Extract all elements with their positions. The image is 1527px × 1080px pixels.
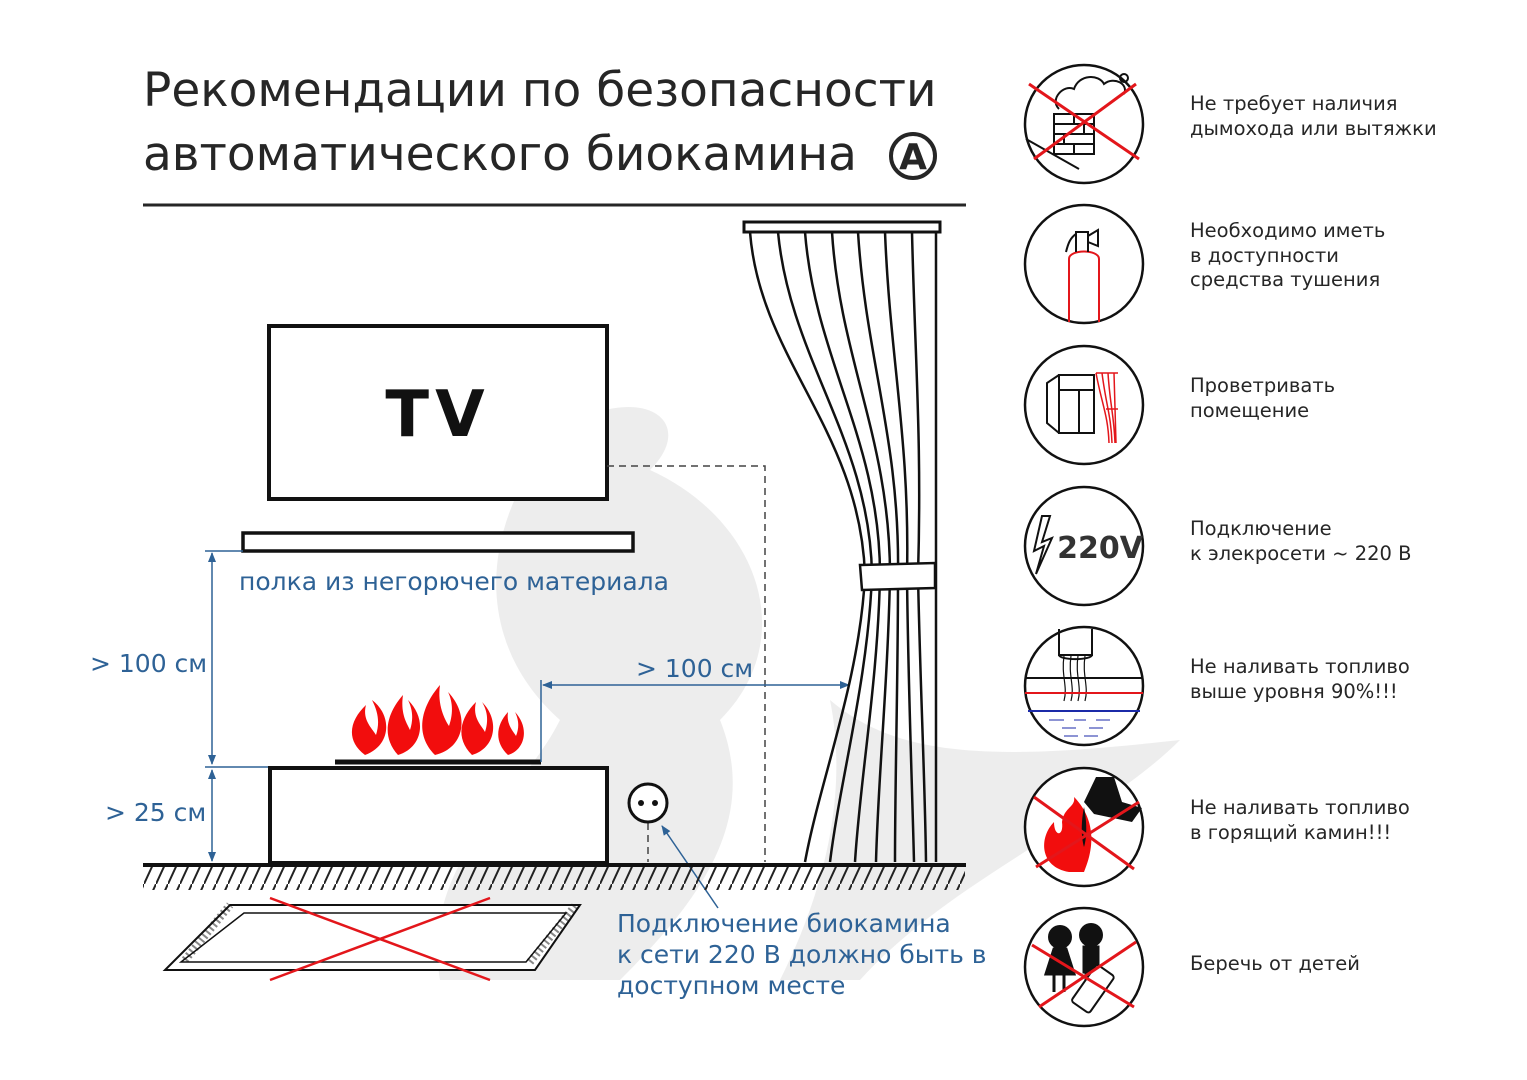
no-chimney-icon xyxy=(1023,63,1145,185)
vertical-dimensions xyxy=(205,550,270,862)
tv-label: TV xyxy=(385,378,490,452)
title-line-1: Рекомендации по безопасности xyxy=(143,63,937,118)
rec-6-line-2: в горящий камин!!! xyxy=(1190,821,1391,844)
rec-3-line-2: помещение xyxy=(1190,399,1309,422)
height-fireplace-label: > 25 см xyxy=(105,798,206,827)
rug-prohibited-icon xyxy=(162,896,582,982)
socket-note-line-2: к сети 220 В должно быть в xyxy=(617,940,987,969)
voltage-text: 220V xyxy=(1057,531,1144,566)
curtain xyxy=(742,220,942,863)
flame-icon xyxy=(351,685,524,755)
floor-hatching xyxy=(143,866,965,890)
shelf-label: полка из негорючего материала xyxy=(239,567,669,596)
tv xyxy=(267,324,609,501)
title-line-2: автоматического биокамина xyxy=(143,127,857,182)
rec-1-line-1: Не требует наличия xyxy=(1190,92,1397,115)
power-220v-icon: 220V xyxy=(1023,485,1145,607)
rec-3-line-1: Проветривать xyxy=(1190,374,1335,397)
badge-letter: A xyxy=(899,137,927,178)
rec-2-line-2: в доступности xyxy=(1190,244,1339,267)
no-fuel-while-burning-icon xyxy=(1023,766,1145,888)
window-ventilation-icon xyxy=(1023,344,1145,466)
socket-note-line-1: Подключение биокамина xyxy=(617,909,951,938)
height-above-label: > 100 см xyxy=(90,649,207,678)
fire-extinguisher-icon xyxy=(1023,203,1145,325)
rec-2-line-3: средства тушения xyxy=(1190,268,1380,291)
distance-label: > 100 см xyxy=(636,654,753,683)
rec-5-line-2: выше уровня 90%!!! xyxy=(1190,680,1398,703)
rec-4-line-1: Подключение xyxy=(1190,517,1332,540)
rec-7-line-1: Беречь от детей xyxy=(1190,952,1360,975)
biofireplace xyxy=(268,766,609,865)
power-socket-icon xyxy=(627,782,669,824)
badge-circle xyxy=(889,132,937,180)
rec-6-line-1: Не наливать топливо xyxy=(1190,796,1410,819)
fuel-level-icon xyxy=(1023,625,1145,747)
rec-2-line-1: Необходимо иметь xyxy=(1190,219,1385,242)
rec-4-line-2: к элекросети ~ 220 В xyxy=(1190,542,1412,565)
rec-5-line-1: Не наливать топливо xyxy=(1190,655,1410,678)
recommendation-texts: Не требует наличия дымохода или вытяжки … xyxy=(1190,92,1437,975)
socket-note-line-3: доступном месте xyxy=(617,971,845,1000)
keep-from-children-icon xyxy=(1023,906,1145,1028)
rec-1-line-2: дымохода или вытяжки xyxy=(1190,117,1437,140)
shelf xyxy=(241,531,635,553)
